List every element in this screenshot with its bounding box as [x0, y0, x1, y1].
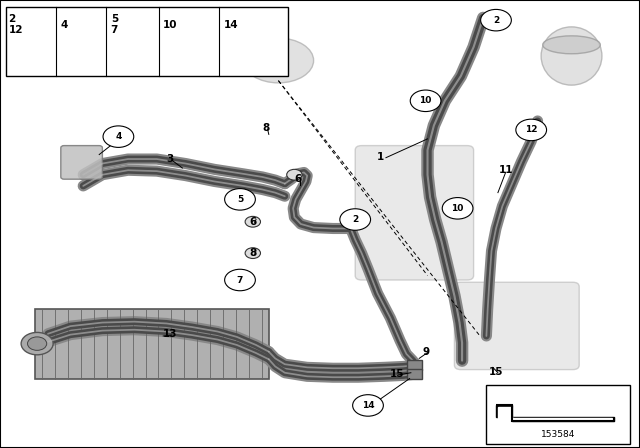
- Polygon shape: [498, 407, 612, 420]
- Text: 1: 1: [377, 152, 385, 162]
- Circle shape: [103, 126, 134, 147]
- Bar: [35, 309, 269, 379]
- Text: 2: 2: [493, 16, 499, 25]
- Circle shape: [245, 216, 260, 227]
- Circle shape: [225, 189, 255, 210]
- Text: 10: 10: [163, 20, 178, 30]
- Text: 15: 15: [390, 369, 404, 379]
- Circle shape: [28, 337, 47, 350]
- Bar: [407, 369, 422, 379]
- Text: 5: 5: [237, 195, 243, 204]
- Text: 14: 14: [362, 401, 374, 410]
- Circle shape: [481, 9, 511, 31]
- Circle shape: [442, 198, 473, 219]
- Circle shape: [340, 209, 371, 230]
- Polygon shape: [496, 405, 614, 421]
- Text: 15: 15: [489, 367, 503, 377]
- Text: 6: 6: [249, 217, 257, 227]
- Circle shape: [410, 90, 441, 112]
- Text: 6: 6: [294, 174, 301, 184]
- Text: 12: 12: [525, 125, 538, 134]
- Circle shape: [225, 269, 255, 291]
- Text: 9: 9: [422, 347, 429, 357]
- Text: 14: 14: [224, 20, 239, 30]
- Text: 4: 4: [115, 132, 122, 141]
- FancyBboxPatch shape: [6, 7, 288, 76]
- Circle shape: [516, 119, 547, 141]
- Bar: [407, 360, 422, 370]
- Text: 3: 3: [166, 154, 173, 164]
- Text: 11: 11: [499, 165, 513, 175]
- Circle shape: [287, 169, 302, 180]
- Ellipse shape: [243, 38, 314, 83]
- FancyBboxPatch shape: [486, 385, 630, 444]
- Text: 10: 10: [419, 96, 432, 105]
- Circle shape: [21, 332, 53, 355]
- Ellipse shape: [543, 36, 600, 54]
- FancyBboxPatch shape: [61, 146, 102, 179]
- Ellipse shape: [541, 27, 602, 85]
- Text: 4: 4: [61, 20, 68, 30]
- FancyBboxPatch shape: [454, 282, 579, 370]
- Text: 5
7: 5 7: [111, 14, 118, 35]
- FancyBboxPatch shape: [355, 146, 474, 280]
- Circle shape: [234, 275, 250, 285]
- Text: 13: 13: [163, 329, 177, 339]
- Text: 2: 2: [352, 215, 358, 224]
- Text: 7: 7: [237, 276, 243, 284]
- Text: 8: 8: [262, 123, 269, 133]
- Text: 10: 10: [451, 204, 464, 213]
- Circle shape: [234, 194, 250, 205]
- Text: 2
12: 2 12: [8, 14, 23, 35]
- Text: 8: 8: [249, 248, 257, 258]
- Circle shape: [353, 395, 383, 416]
- Circle shape: [245, 248, 260, 258]
- Text: 153584: 153584: [541, 430, 575, 439]
